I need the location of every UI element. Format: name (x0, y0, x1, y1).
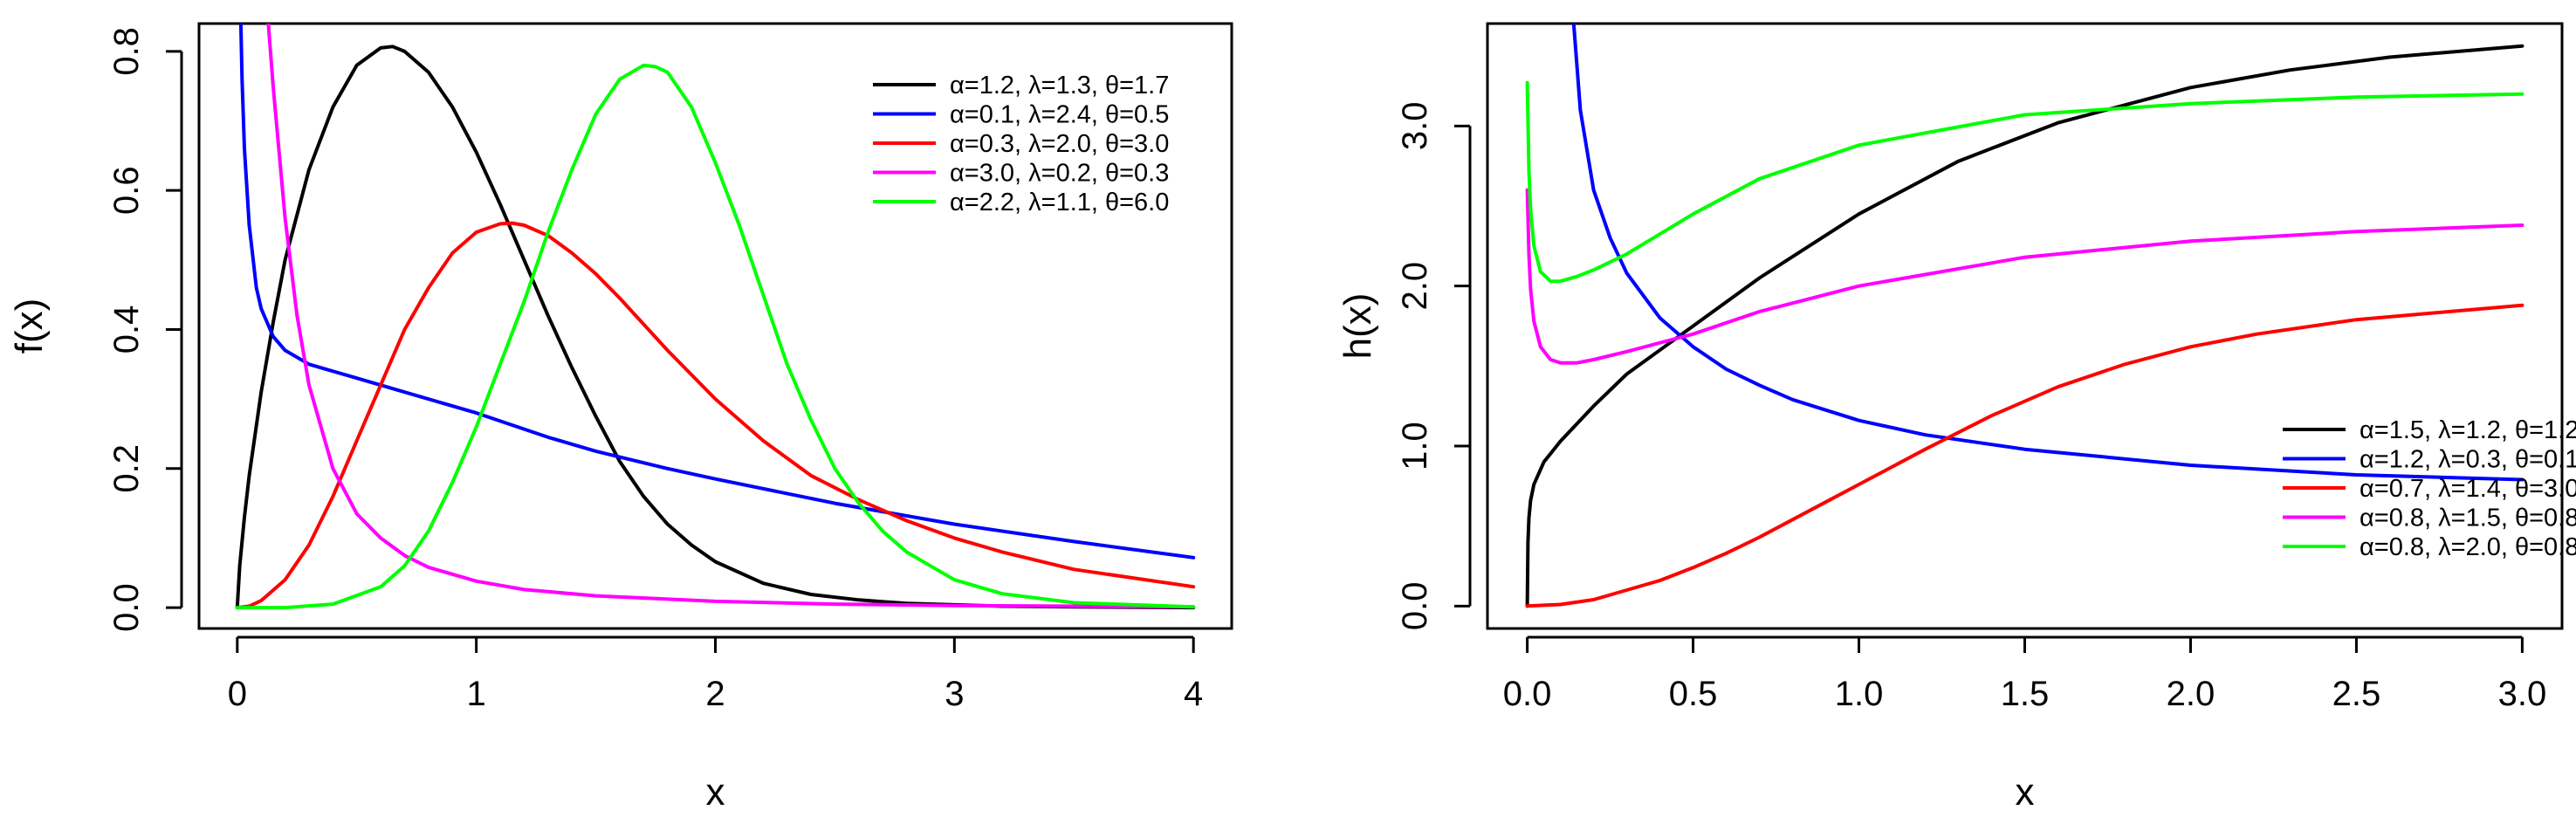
y-tick-label: 2.0 (1396, 262, 1434, 311)
series-line (235, 221, 1196, 610)
y-tick-label: 0.6 (107, 166, 146, 215)
series-line (1525, 44, 2524, 608)
series-line (238, 24, 1196, 560)
legend-label: α=0.7, λ=1.4, θ=3.0 (2360, 475, 2576, 503)
x-tick-label: 3 (945, 675, 964, 713)
legend-label: α=0.8, λ=2.0, θ=0.8 (2360, 533, 2576, 561)
legend-label: α=0.1, λ=2.4, θ=0.5 (950, 101, 1169, 129)
series-line (235, 63, 1196, 610)
series-line (266, 24, 1196, 609)
y-axis-title: f(x) (8, 299, 51, 354)
legend-label: α=3.0, λ=0.2, θ=0.3 (950, 160, 1169, 188)
series-line (1525, 188, 2524, 365)
y-tick-label: 0.0 (1396, 582, 1434, 631)
left-density-plot: 0 1 2 3 4 0.0 0.2 0.4 0.6 0.8 x f(x) α=1.2, λ=1.3, θ… (8, 22, 1233, 814)
series-line (1525, 80, 2524, 284)
legend-label: α=0.8, λ=1.5, θ=0.8 (2360, 505, 2576, 532)
right-hazard-plot: 0.0 0.5 1.0 1.5 2.0 2.5 3.0 0.0 1.0 2.0 3.0 x h(x) α=… (1336, 22, 2576, 814)
y-tick-label: 1.0 (1396, 422, 1434, 470)
legend: α=1.5, λ=1.2, θ=1.2α=1.2, λ=0.3, θ=0.1α=… (2283, 416, 2576, 561)
x-tick-label: 1.5 (2001, 675, 2050, 713)
series-line (1571, 24, 2524, 482)
y-axis-title: h(x) (1336, 293, 1379, 360)
x-tick-label: 2.0 (2167, 675, 2215, 713)
legend-label: α=1.2, λ=0.3, θ=0.1 (2360, 446, 2576, 474)
x-tick-label: 2 (705, 675, 725, 713)
series-line (1525, 303, 2524, 608)
x-tick-label: 2.5 (2332, 675, 2381, 713)
plot-frame (197, 22, 1233, 630)
legend: α=1.2, λ=1.3, θ=1.7α=0.1, λ=2.4, θ=0.5α=… (873, 72, 1169, 216)
legend-label: α=1.2, λ=1.3, θ=1.7 (950, 72, 1169, 100)
legend-label: α=2.2, λ=1.1, θ=6.0 (950, 189, 1169, 216)
x-tick-label: 0.0 (1503, 675, 1552, 713)
x-tick-label: 0 (228, 675, 247, 713)
x-tick-label: 1.0 (1835, 675, 1884, 713)
y-tick-label: 0.4 (107, 306, 146, 354)
legend-label: α=1.5, λ=1.2, θ=1.2 (2360, 416, 2576, 444)
x-axis-title: x (706, 771, 725, 814)
y-tick-label: 0.8 (107, 27, 146, 76)
series-line (235, 45, 1196, 610)
y-tick-label: 0.0 (107, 583, 146, 632)
plot-frame (1486, 22, 2564, 630)
y-tick-label: 0.2 (107, 444, 146, 493)
x-tick-label: 1 (467, 675, 486, 713)
x-tick-label: 3.0 (2498, 675, 2547, 713)
legend-label: α=0.3, λ=2.0, θ=3.0 (950, 130, 1169, 158)
x-tick-label: 4 (1184, 675, 1203, 713)
x-tick-label: 0.5 (1669, 675, 1718, 713)
x-axis-title: x (2016, 771, 2035, 814)
y-tick-label: 3.0 (1396, 102, 1434, 151)
